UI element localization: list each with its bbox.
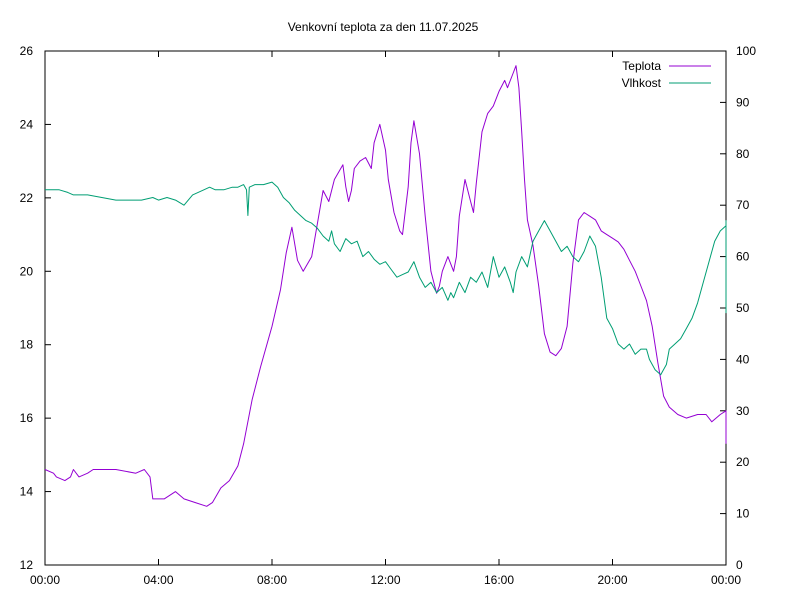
x-tick-label: 12:00 bbox=[370, 573, 400, 587]
y-right-tick-label: 30 bbox=[736, 404, 750, 418]
series-layer bbox=[44, 65, 727, 507]
y-axis-left: 12 14 16 18 20 22 24 26 bbox=[20, 44, 51, 572]
y-right-tick-label: 40 bbox=[736, 352, 750, 366]
y-left-tick-label: 16 bbox=[20, 411, 34, 425]
y-right-tick-label: 10 bbox=[736, 507, 750, 521]
y-right-tick-label: 20 bbox=[736, 455, 750, 469]
y-left-tick-label: 20 bbox=[20, 264, 34, 278]
y-left-tick-label: 26 bbox=[20, 44, 34, 58]
y-axis-right: 0 10 20 30 40 50 60 70 80 90 100 bbox=[720, 44, 756, 572]
legend-label: Teplota bbox=[622, 59, 661, 73]
y-right-tick-label: 70 bbox=[736, 198, 750, 212]
legend-label: Vlhkost bbox=[622, 76, 662, 90]
y-left-tick-label: 24 bbox=[20, 117, 34, 131]
y-right-tick-label: 90 bbox=[736, 95, 750, 109]
series-line-vlhkost bbox=[45, 181, 727, 376]
y-left-tick-label: 18 bbox=[20, 338, 34, 352]
y-right-tick-label: 80 bbox=[736, 147, 750, 161]
series-line-teplota bbox=[44, 65, 727, 507]
y-left-tick-label: 22 bbox=[20, 191, 34, 205]
chart-title: Venkovní teplota za den 11.07.2025 bbox=[288, 20, 479, 34]
y-right-tick-label: 100 bbox=[736, 44, 756, 58]
y-right-tick-label: 0 bbox=[736, 558, 743, 572]
y-left-tick-label: 12 bbox=[20, 558, 34, 572]
x-tick-label: 00:00 bbox=[30, 573, 60, 587]
y-right-tick-label: 60 bbox=[736, 250, 750, 264]
x-tick-label: 20:00 bbox=[597, 573, 627, 587]
x-tick-label: 16:00 bbox=[484, 573, 514, 587]
x-tick-label: 04:00 bbox=[143, 573, 173, 587]
legend: Teplota Vlhkost bbox=[622, 59, 711, 90]
x-tick-label: 08:00 bbox=[257, 573, 287, 587]
y-right-tick-label: 50 bbox=[736, 301, 750, 315]
x-tick-label: 00:00 bbox=[711, 573, 741, 587]
plot-frame bbox=[44, 50, 727, 566]
y-left-tick-label: 14 bbox=[20, 485, 34, 499]
x-axis: 00:00 04:00 08:00 12:00 16:00 20:00 00:00 bbox=[30, 51, 741, 587]
